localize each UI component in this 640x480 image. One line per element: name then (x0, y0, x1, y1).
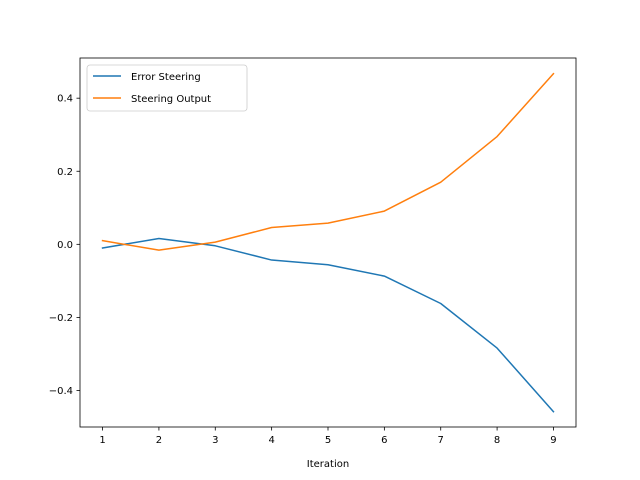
x-tick-label: 8 (494, 435, 500, 446)
y-tick-label: 0.4 (57, 94, 73, 105)
x-tick-label: 7 (438, 435, 444, 446)
x-tick-label: 3 (212, 435, 218, 446)
series-layer (101, 72, 555, 413)
legend: Error Steering Steering Output (86, 64, 248, 112)
series-line-0 (101, 237, 555, 413)
y-tick-label: 0.2 (57, 167, 73, 178)
y-tick-label: 0.0 (57, 240, 73, 251)
legend-label-0: Error Steering (131, 72, 201, 83)
y-tick-label: −0.4 (49, 386, 73, 397)
x-axis: 1 2 3 4 5 6 7 8 9 (99, 427, 557, 446)
plot-frame (79, 57, 577, 428)
x-tick-label: 4 (268, 435, 274, 446)
legend-frame (86, 64, 248, 112)
x-tick-label: 6 (381, 435, 387, 446)
legend-label-1: Steering Output (131, 94, 211, 105)
x-tick-label: 5 (325, 435, 331, 446)
x-tick-label: 2 (156, 435, 162, 446)
y-tick-label: −0.2 (49, 313, 73, 324)
series-line-1 (101, 72, 555, 251)
x-tick-label: 9 (550, 435, 556, 446)
x-tick-label: 1 (99, 435, 105, 446)
x-axis-title: Iteration (307, 459, 349, 470)
y-axis: −0.4 −0.2 0.0 0.2 0.4 (49, 94, 80, 397)
